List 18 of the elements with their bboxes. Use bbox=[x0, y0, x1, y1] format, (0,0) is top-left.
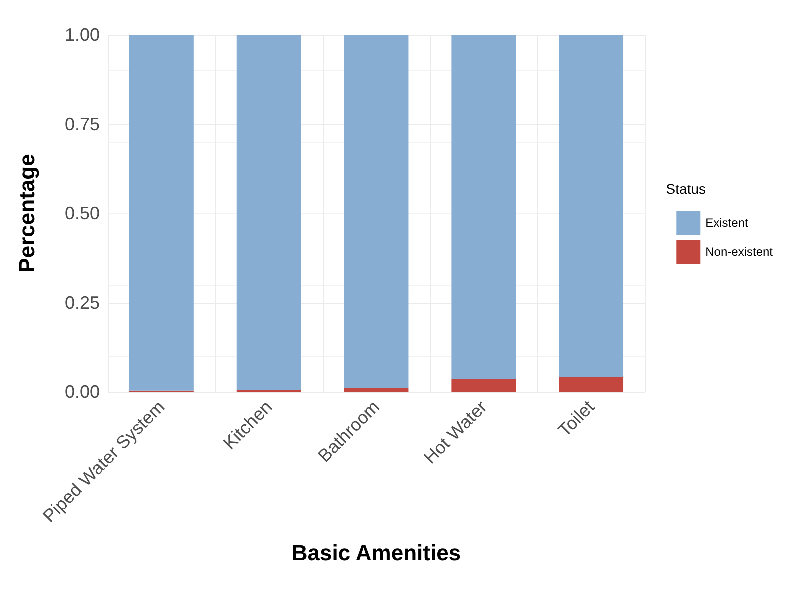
y-tick-label: 0.50 bbox=[64, 204, 100, 224]
x-axis-title: Basic Amenities bbox=[292, 540, 462, 566]
y-tick-label: 0.00 bbox=[64, 382, 100, 402]
legend-label: Existent bbox=[706, 216, 749, 230]
bar bbox=[452, 379, 516, 392]
y-tick-label: 0.75 bbox=[64, 114, 100, 134]
bar bbox=[236, 35, 302, 390]
y-axis-title: Percentage bbox=[14, 154, 40, 273]
bar bbox=[344, 388, 409, 392]
y-tick-label: 0.25 bbox=[64, 292, 100, 313]
bar bbox=[452, 35, 516, 380]
bar bbox=[559, 377, 624, 392]
legend-title: Status bbox=[666, 181, 706, 197]
legend-label: Non-existent bbox=[706, 245, 774, 259]
bar bbox=[559, 35, 624, 378]
y-tick-label: 1.00 bbox=[64, 25, 100, 45]
bar bbox=[129, 35, 194, 391]
bar bbox=[344, 35, 409, 388]
